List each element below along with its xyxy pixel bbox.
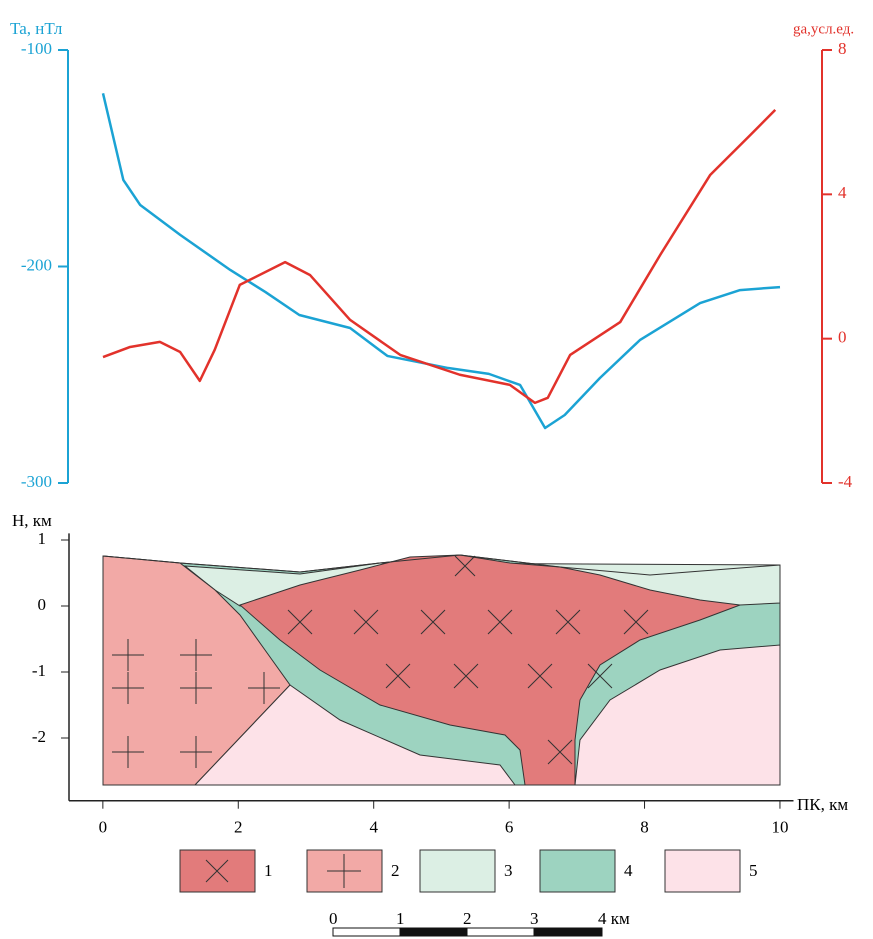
data-line: [103, 93, 780, 428]
y-tick-label: 1: [38, 529, 47, 548]
y-tick-label: 0: [38, 595, 47, 614]
scale-segment: [400, 928, 467, 936]
x-tick-label: 4: [369, 818, 378, 837]
cross-section: [103, 555, 780, 785]
scale-label: 4 км: [598, 909, 630, 928]
y-tick-label: -1: [32, 661, 46, 680]
legend-label: 3: [504, 861, 513, 880]
x-tick-label: 8: [640, 818, 649, 837]
y2-tick-label: 8: [838, 39, 847, 58]
x-axis-label: ПК, км: [797, 795, 848, 814]
data-line: [103, 110, 775, 403]
x-tick-label: 10: [771, 818, 788, 837]
figure: Ta, нТлga,усл.ед.-100-200-300840-4H, кмП…: [0, 0, 873, 939]
legend-swatch: [540, 850, 615, 892]
scale-label: 1: [396, 909, 405, 928]
y-tick-label: -300: [21, 472, 52, 491]
legend-label: 2: [391, 861, 400, 880]
x-tick-label: 6: [505, 818, 514, 837]
legend-label: 5: [749, 861, 758, 880]
legend-label: 4: [624, 861, 633, 880]
y-tick-label: -2: [32, 727, 46, 746]
scale-label: 3: [530, 909, 539, 928]
legend-label: 1: [264, 861, 273, 880]
y-axis-label: Ta, нТл: [10, 19, 63, 38]
y2-tick-label: -4: [838, 472, 853, 491]
y2-tick-label: 0: [838, 328, 847, 347]
y2-tick-label: 4: [838, 183, 847, 202]
page: Ta, нТлga,усл.ед.-100-200-300840-4H, кмП…: [0, 0, 873, 939]
legend-swatch: [420, 850, 495, 892]
legend-swatch: [665, 850, 740, 892]
scale-segment: [534, 928, 602, 936]
y-tick-label: -100: [21, 39, 52, 58]
x-tick-label: 0: [99, 818, 108, 837]
y2-axis-label: ga,усл.ед.: [793, 21, 854, 37]
x-tick-label: 2: [234, 818, 243, 837]
y-axis-label: H, км: [12, 511, 52, 530]
y-tick-label: -200: [21, 255, 52, 274]
scale-label: 2: [463, 909, 472, 928]
scale-segment: [467, 928, 534, 936]
scale-segment: [333, 928, 400, 936]
scale-label: 0: [329, 909, 338, 928]
